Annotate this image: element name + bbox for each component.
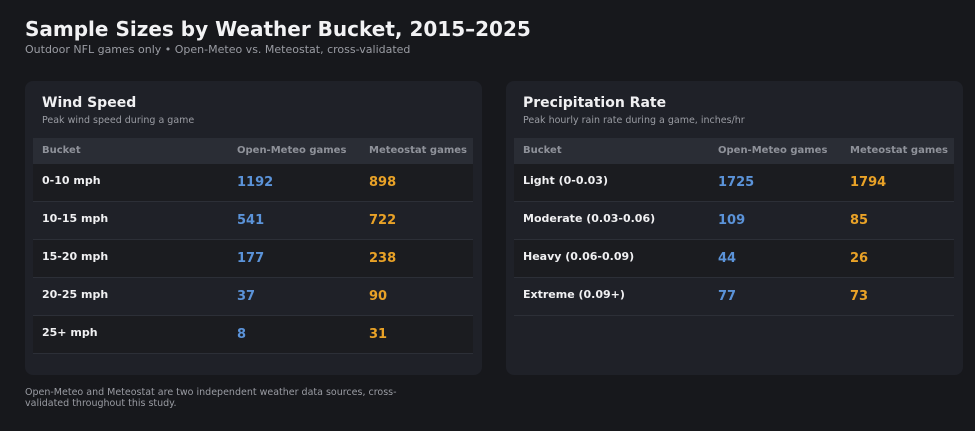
count-cell: 1725 (718, 175, 755, 190)
bucket-cell: Light (0-0.03) (523, 174, 608, 187)
count-cell: 44 (718, 251, 737, 266)
bucket-cell: Moderate (0.03-0.06) (523, 212, 656, 225)
column-header: Bucket (42, 145, 81, 156)
count-cell: 541 (237, 213, 265, 228)
page-subtitle: Outdoor NFL games only • Open-Meteo vs. … (25, 43, 411, 56)
panel: Wind Speed Peak wind speed during a game B… (25, 81, 482, 375)
bucket-cell: 10-15 mph (42, 212, 109, 225)
footnote: Open-Meteo and Meteostat are two indepen… (25, 387, 397, 409)
panel-title: Precipitation Rate (523, 95, 667, 111)
table-row: 25+ mph 8 31 (33, 316, 473, 354)
bucket-cell: 20-25 mph (42, 288, 109, 301)
bucket-cell: 15-20 mph (42, 250, 109, 263)
count-cell: 1794 (850, 175, 887, 190)
column-header: Open-Meteo games (237, 145, 347, 156)
table: Bucket Open-Meteo games Meteostat games Lig… (514, 138, 954, 316)
bucket-cell: 0-10 mph (42, 174, 101, 187)
header-row: Bucket Open-Meteo games Meteostat games (514, 138, 954, 164)
count-cell: 177 (237, 251, 265, 266)
count-cell: 109 (718, 213, 746, 228)
count-cell: 238 (369, 251, 397, 266)
count-cell: 722 (369, 213, 397, 228)
table: Bucket Open-Meteo games Meteostat games 0-1… (33, 138, 473, 354)
table-row: Moderate (0.03-0.06) 109 85 (514, 202, 954, 240)
count-cell: 26 (850, 251, 869, 266)
count-cell: 73 (850, 289, 869, 304)
count-cell: 898 (369, 175, 397, 190)
bucket-cell: Heavy (0.06-0.09) (523, 250, 635, 263)
count-cell: 37 (237, 289, 256, 304)
panel-subtitle: Peak wind speed during a game (42, 115, 195, 126)
panel-title: Wind Speed (42, 95, 137, 111)
table-row: Extreme (0.09+) 77 73 (514, 278, 954, 316)
count-cell: 77 (718, 289, 737, 304)
header-row: Bucket Open-Meteo games Meteostat games (33, 138, 473, 164)
column-header: Open-Meteo games (718, 145, 828, 156)
table-row: 20-25 mph 37 90 (33, 278, 473, 316)
page-title: Sample Sizes by Weather Bucket, 2015–202… (25, 17, 531, 41)
count-cell: 31 (369, 327, 388, 342)
count-cell: 8 (237, 327, 247, 342)
count-cell: 90 (369, 289, 388, 304)
column-header: Bucket (523, 145, 562, 156)
count-cell: 85 (850, 213, 869, 228)
panel: Precipitation Rate Peak hourly rain rate … (506, 81, 963, 375)
table-row: Heavy (0.06-0.09) 44 26 (514, 240, 954, 278)
count-cell: 1192 (237, 175, 274, 190)
bucket-cell: 25+ mph (42, 326, 98, 339)
panel-subtitle: Peak hourly rain rate during a game, inc… (523, 115, 745, 126)
column-header: Meteostat games (850, 145, 948, 156)
bucket-cell: Extreme (0.09+) (523, 288, 625, 301)
table-row: Light (0-0.03) 1725 1794 (514, 164, 954, 202)
table-row: 0-10 mph 1192 898 (33, 164, 473, 202)
table-row: 15-20 mph 177 238 (33, 240, 473, 278)
column-header: Meteostat games (369, 145, 467, 156)
table-row: 10-15 mph 541 722 (33, 202, 473, 240)
